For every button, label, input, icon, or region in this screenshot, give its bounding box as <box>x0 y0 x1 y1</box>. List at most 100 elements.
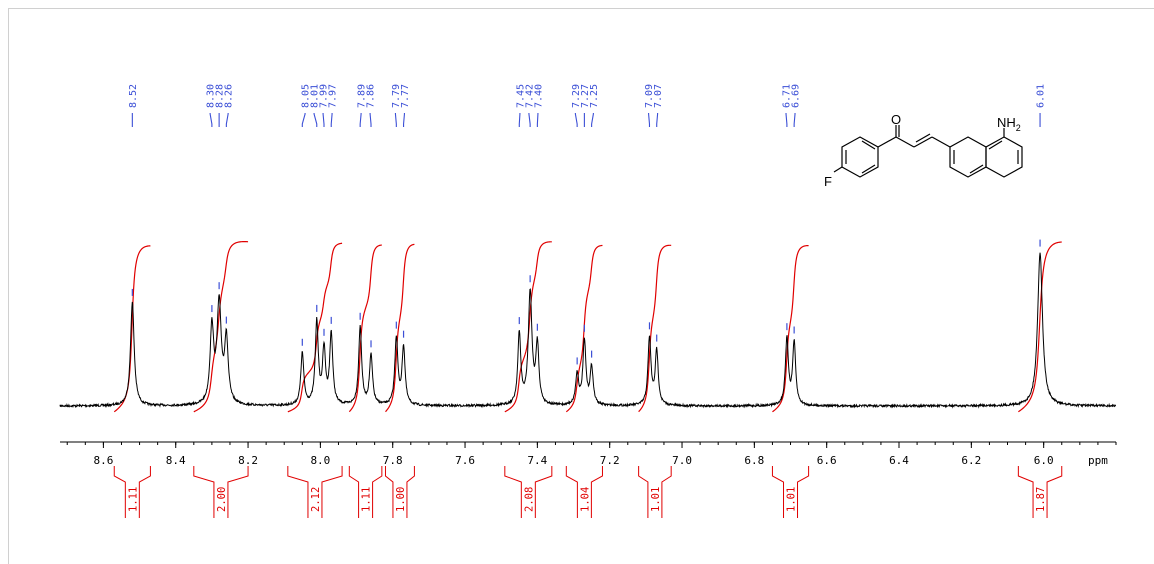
peak-label-connector <box>528 113 531 127</box>
x-tick-label: 8.2 <box>238 454 258 467</box>
peak-label-connector <box>518 113 521 127</box>
integral-bracket-right <box>372 466 383 518</box>
integral-curve-4 <box>385 243 415 413</box>
x-tick-label: 6.0 <box>1034 454 1054 467</box>
peak-label-connector <box>785 113 788 127</box>
peak-label-text: 7.27 <box>580 84 591 108</box>
peak-label-text: 8.28 <box>215 84 226 108</box>
peak-label-text: 7.89 <box>357 84 368 108</box>
integral-curve-1 <box>193 241 249 413</box>
integral-bracket-right <box>797 466 810 518</box>
spectrum-trace <box>59 252 1117 409</box>
integral-value-0: 1.11 <box>127 487 139 512</box>
peak-label-connector <box>793 113 796 127</box>
naphthalene-ring-b <box>985 136 1023 178</box>
peak-label-text: 7.86 <box>366 84 377 108</box>
x-axis-unit: ppm <box>1088 454 1108 467</box>
peak-label-connector <box>330 113 333 127</box>
integral-value-2: 2.12 <box>310 487 322 512</box>
peak-label-text: 7.29 <box>571 84 582 108</box>
fluorophenyl-ring <box>841 136 879 178</box>
integral-bracket-left <box>1017 466 1034 518</box>
integral-labels: 1.11 2.00 2.12 1.11 1.00 2.08 1.04 1.01 1.01 1.87 <box>113 466 1063 518</box>
integral-bracket-left <box>193 466 215 518</box>
peak-label-connector <box>656 113 659 127</box>
integral-value-4: 1.00 <box>395 487 407 512</box>
naphthalene-ring-a <box>949 136 987 178</box>
peak-label-text: 7.99 <box>319 84 330 108</box>
integral-curve-8 <box>772 244 809 413</box>
peak-label-connector <box>313 113 318 127</box>
x-tick-label: 6.4 <box>889 454 909 467</box>
molecule-structure <box>833 125 1023 178</box>
peak-label-connector <box>574 113 578 127</box>
integral-value-6: 1.04 <box>579 487 591 512</box>
peak-label-text: 8.26 <box>224 84 235 108</box>
chart-frame <box>8 8 1154 564</box>
integral-value-9: 1.87 <box>1035 487 1047 512</box>
integral-bracket-right <box>321 466 343 518</box>
peak-label-text: 6.69 <box>791 84 802 108</box>
peak-label-connector <box>536 113 539 127</box>
x-tick-label: 8.6 <box>93 454 113 467</box>
peak-label-connector <box>301 113 306 127</box>
peak-label-connector <box>359 113 362 127</box>
peak-label-connector <box>225 113 229 127</box>
peak-label-text: 7.42 <box>524 84 535 108</box>
peak-label-text: 7.45 <box>515 84 526 108</box>
integral-bracket-right <box>406 466 415 518</box>
peak-label-connector <box>403 113 405 127</box>
peak-labels: 8.52 8.308.288.26 8.058.017.997.97 7.897.86… <box>128 84 1047 127</box>
spectrum-line <box>59 252 1117 409</box>
peak-label-connector <box>591 113 594 127</box>
integral-bracket-right <box>1046 466 1063 518</box>
amine-group-label: NH2 <box>997 115 1021 133</box>
integral-curve-0 <box>113 245 151 413</box>
peak-label-text: 7.77 <box>400 84 411 108</box>
peak-label-text: 8.30 <box>206 84 217 108</box>
peak-label-connector <box>209 113 213 127</box>
x-tick-label: 6.8 <box>744 454 764 467</box>
x-tick-label: 7.8 <box>383 454 403 467</box>
peak-label-text: 8.52 <box>128 84 139 108</box>
integral-curve-9 <box>1018 241 1062 413</box>
peak-label-text: 7.40 <box>533 84 544 108</box>
integral-bracket-left <box>638 466 649 518</box>
x-tick-label: 7.0 <box>672 454 692 467</box>
integral-value-7: 1.01 <box>650 487 662 512</box>
x-tick-label: 7.4 <box>527 454 547 467</box>
integral-curve-6 <box>565 244 603 413</box>
integral-bracket-right <box>138 466 151 518</box>
peak-label-text: 7.07 <box>653 84 664 108</box>
peak-label-connector <box>322 113 325 127</box>
amine-label: NH <box>997 115 1016 130</box>
peak-label-connector <box>648 113 651 127</box>
integral-bracket-left <box>565 466 578 518</box>
peak-label-text: 7.25 <box>589 84 600 108</box>
peak-label-text: 6.71 <box>782 84 793 108</box>
integral-bracket-right <box>227 466 249 518</box>
fluorine-atom-label: F <box>824 174 832 189</box>
x-axis: 8.6 8.4 8.2 8.0 7.8 7.6 7.4 7.2 7.0 6.8 6.6 6.4 6.2 6… <box>60 441 1117 467</box>
integral-bracket-left <box>348 466 360 518</box>
c-f-bond <box>833 166 843 173</box>
peak-markers <box>131 239 1041 365</box>
ring-carbonyl-bond <box>877 136 897 148</box>
integral-bracket-left <box>113 466 126 518</box>
integral-bracket-left <box>771 466 785 518</box>
peak-label-text: 6.01 <box>1036 84 1047 108</box>
x-tick-label: 8.4 <box>166 454 186 467</box>
peak-label-connector <box>369 113 372 127</box>
peak-label-text: 8.05 <box>301 84 312 108</box>
oxygen-atom-label: O <box>891 112 901 127</box>
integral-bracket-right <box>661 466 672 518</box>
integral-bracket-right <box>590 466 603 518</box>
integral-value-1: 2.00 <box>216 487 228 512</box>
integral-bracket-left <box>287 466 309 518</box>
x-tick-label: 6.6 <box>817 454 837 467</box>
integral-bracket-right <box>534 466 553 518</box>
peak-label-text: 7.97 <box>328 84 339 108</box>
integral-bracket-left <box>384 466 394 518</box>
x-tick-label: 7.6 <box>455 454 475 467</box>
